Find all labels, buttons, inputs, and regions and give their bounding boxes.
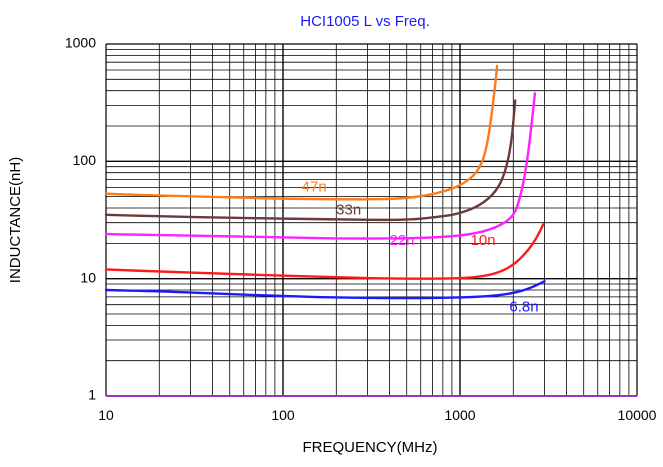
series-label-33n: 33n xyxy=(336,202,361,219)
x-tick-label: 10000 xyxy=(618,407,657,423)
series-layer: 47n 33n 22n 10n 6.8n xyxy=(104,64,546,315)
x-tick-label: 1000 xyxy=(444,407,475,423)
series-line-33n xyxy=(104,99,517,222)
chart-title: HCI1005 L vs Freq. xyxy=(300,13,430,30)
y-tick-label: 1 xyxy=(88,387,96,403)
series-label-22n: 22n xyxy=(389,232,414,249)
series-label-6-8n: 6.8n xyxy=(509,298,538,315)
x-tick-label: 100 xyxy=(271,407,295,423)
series-line-6-8n xyxy=(104,280,546,300)
x-axis-label: FREQUENCY(MHz) xyxy=(303,439,438,456)
y-axis-label: INDUCTANCE(nH) xyxy=(7,157,24,283)
x-tick-label: 10 xyxy=(98,407,114,423)
series-line-22n xyxy=(104,92,537,240)
y-tick-label: 1000 xyxy=(65,35,96,51)
series-label-47n: 47n xyxy=(302,178,327,195)
series-line-47n xyxy=(104,64,499,201)
y-tick-label: 10 xyxy=(80,269,96,285)
series-label-10n: 10n xyxy=(471,232,496,249)
series-line-10n xyxy=(104,223,545,280)
y-tick-label: 100 xyxy=(73,152,97,168)
